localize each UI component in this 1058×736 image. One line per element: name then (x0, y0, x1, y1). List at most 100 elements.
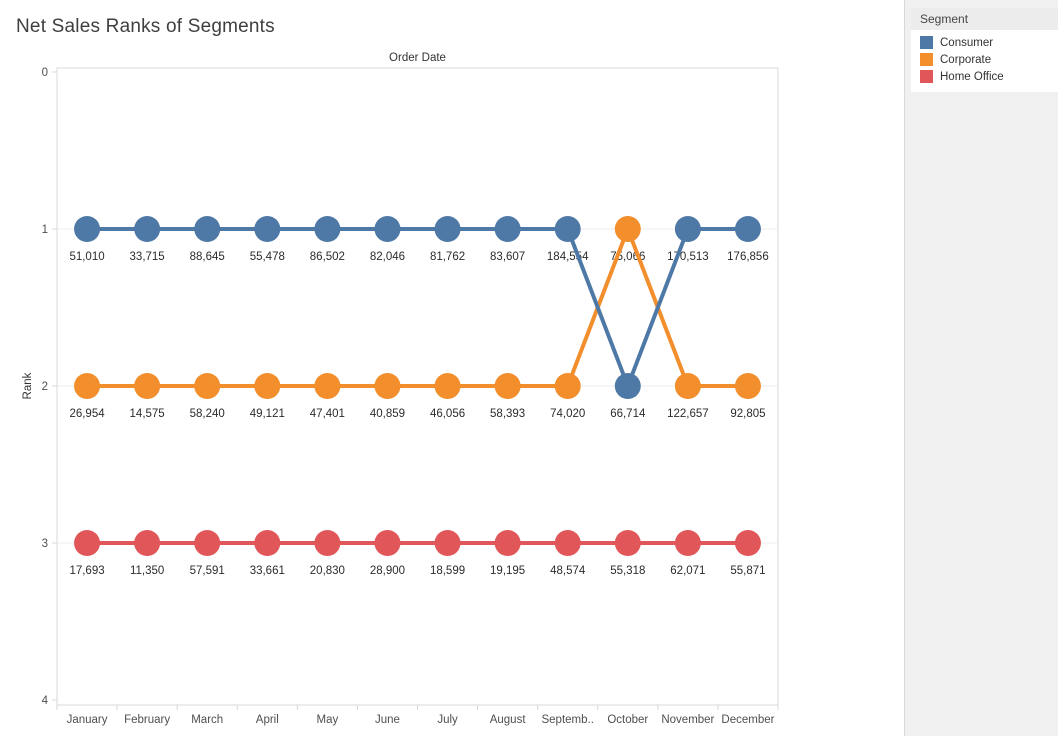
legend-items: Consumer Corporate Home Office (911, 30, 1058, 85)
legend-label: Consumer (940, 36, 994, 49)
data-point-consumer-may[interactable] (314, 216, 341, 242)
legend-card: Segment Consumer Corporate Home Office (911, 8, 1058, 92)
legend-swatch-home-office (920, 70, 933, 83)
data-point-home-office-april[interactable] (254, 530, 281, 556)
data-point-consumer-october[interactable] (614, 373, 641, 399)
data-point-corporate-may[interactable] (314, 373, 341, 399)
data-point-consumer-april[interactable] (254, 216, 281, 242)
legend-item-corporate[interactable]: Corporate (911, 51, 1058, 68)
data-label-corporate-december: 92,805 (730, 408, 765, 420)
data-label-home-office-june: 28,900 (370, 565, 405, 577)
data-label-consumer-may: 86,502 (310, 251, 345, 263)
data-label-home-office-december: 55,871 (730, 565, 765, 577)
data-label-corporate-january: 26,954 (69, 408, 105, 420)
legend-label: Corporate (940, 53, 992, 66)
x-tick-label-june: June (375, 714, 400, 726)
data-point-home-office-december[interactable] (734, 530, 761, 556)
data-label-consumer-july: 81,762 (430, 251, 465, 263)
data-label-corporate-november: 122,657 (667, 408, 709, 420)
data-point-corporate-january[interactable] (74, 373, 101, 399)
data-point-home-office-september[interactable] (554, 530, 581, 556)
data-label-corporate-march: 58,240 (190, 408, 225, 420)
data-point-corporate-april[interactable] (254, 373, 281, 399)
x-tick-label-august: August (490, 714, 527, 726)
data-point-corporate-july[interactable] (434, 373, 461, 399)
legend-panel: Segment Consumer Corporate Home Office (904, 0, 1058, 736)
data-point-consumer-december[interactable] (734, 216, 761, 242)
x-tick-label-march: March (191, 714, 223, 726)
data-point-corporate-december[interactable] (734, 373, 761, 399)
data-point-home-office-november[interactable] (674, 530, 701, 556)
x-tick-label-november: November (661, 714, 714, 726)
x-tick-label-september: Septemb.. (541, 714, 593, 726)
data-label-home-office-october: 55,318 (610, 565, 645, 577)
data-label-consumer-february: 33,715 (130, 251, 165, 263)
x-tick-label-october: October (607, 714, 648, 726)
x-axis-title: Order Date (389, 52, 446, 64)
data-label-consumer-january: 51,010 (69, 251, 104, 263)
data-point-corporate-october[interactable] (614, 216, 641, 242)
data-label-consumer-june: 82,046 (370, 251, 405, 263)
data-label-home-office-march: 57,591 (190, 565, 225, 577)
legend-label: Home Office (940, 70, 1004, 83)
data-point-home-office-march[interactable] (194, 530, 221, 556)
data-label-consumer-march: 88,645 (190, 251, 225, 263)
x-tick-label-december: December (721, 714, 774, 726)
y-tick-label-1: 1 (42, 224, 48, 236)
data-label-consumer-august: 83,607 (490, 251, 525, 263)
data-point-consumer-june[interactable] (374, 216, 401, 242)
x-tick-label-july: July (437, 714, 458, 726)
data-point-consumer-july[interactable] (434, 216, 461, 242)
data-point-consumer-november[interactable] (674, 216, 701, 242)
data-point-corporate-june[interactable] (374, 373, 401, 399)
data-point-home-office-august[interactable] (494, 530, 521, 556)
x-tick-label-january: January (67, 714, 108, 726)
data-label-consumer-october: 66,714 (610, 408, 646, 420)
data-label-home-office-may: 20,830 (310, 565, 345, 577)
data-label-corporate-august: 58,393 (490, 408, 525, 420)
x-tick-label-february: February (124, 714, 170, 726)
data-label-home-office-september: 48,574 (550, 565, 586, 577)
legend-swatch-consumer (920, 36, 933, 49)
data-point-consumer-february[interactable] (134, 216, 161, 242)
data-point-corporate-february[interactable] (134, 373, 161, 399)
data-point-consumer-march[interactable] (194, 216, 221, 242)
x-tick-label-april: April (256, 714, 279, 726)
bump-chart-plot: 0 1 2 3 4 January February March April May June Jul… (42, 67, 779, 726)
data-point-corporate-september[interactable] (554, 373, 581, 399)
data-point-consumer-january[interactable] (74, 216, 101, 242)
data-label-home-office-january: 17,693 (69, 565, 104, 577)
data-label-corporate-june: 40,859 (370, 408, 405, 420)
legend-title: Segment (911, 8, 1058, 30)
data-point-home-office-july[interactable] (434, 530, 461, 556)
y-tick-label-0: 0 (42, 67, 48, 79)
data-label-home-office-july: 18,599 (430, 565, 465, 577)
data-point-home-office-january[interactable] (74, 530, 101, 556)
data-label-corporate-september: 74,020 (550, 408, 585, 420)
data-point-corporate-august[interactable] (494, 373, 521, 399)
y-tick-label-4: 4 (42, 695, 49, 707)
legend-item-consumer[interactable]: Consumer (911, 34, 1058, 51)
data-label-consumer-september: 184,554 (547, 251, 589, 263)
data-point-corporate-november[interactable] (674, 373, 701, 399)
data-label-corporate-april: 49,121 (250, 408, 285, 420)
x-tick-label-may: May (317, 714, 339, 726)
data-point-consumer-september[interactable] (554, 216, 581, 242)
data-point-consumer-august[interactable] (494, 216, 521, 242)
data-point-home-office-june[interactable] (374, 530, 401, 556)
data-label-home-office-november: 62,071 (670, 565, 705, 577)
data-label-consumer-november: 170,513 (667, 251, 709, 263)
data-label-home-office-august: 19,195 (490, 565, 525, 577)
data-label-corporate-july: 46,056 (430, 408, 465, 420)
data-label-consumer-april: 55,478 (250, 251, 285, 263)
data-label-home-office-february: 11,350 (130, 565, 164, 577)
data-point-corporate-march[interactable] (194, 373, 221, 399)
legend-swatch-corporate (920, 53, 933, 66)
legend-item-home-office[interactable]: Home Office (911, 68, 1058, 85)
page-title: Net Sales Ranks of Segments (16, 16, 275, 37)
data-point-home-office-may[interactable] (314, 530, 341, 556)
data-point-home-office-february[interactable] (134, 530, 161, 556)
data-point-home-office-october[interactable] (614, 530, 641, 556)
data-label-corporate-may: 47,401 (310, 408, 345, 420)
data-label-home-office-april: 33,661 (250, 565, 285, 577)
